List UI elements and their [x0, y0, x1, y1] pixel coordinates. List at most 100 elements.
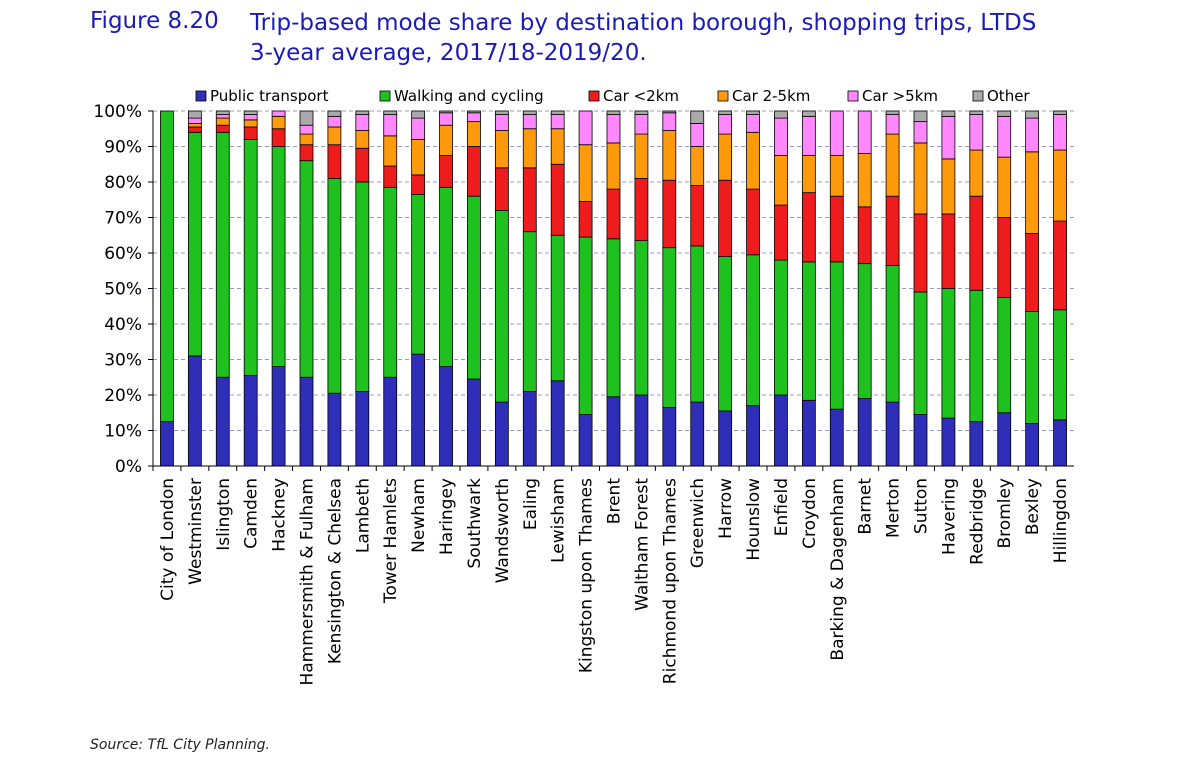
bar-stack [578, 110, 593, 467]
figure-label: Figure 8.20 [90, 8, 219, 34]
bar-stack [885, 110, 900, 467]
bar-segment [215, 110, 230, 115]
bar-segment [606, 110, 621, 115]
y-tick-label: 10% [104, 422, 142, 442]
bar-segment [969, 289, 984, 423]
bar-segment [885, 114, 900, 135]
x-tick-label: Ealing [521, 478, 541, 530]
bar-segment [634, 178, 649, 241]
bar-segment [718, 179, 733, 257]
bar-segment [355, 181, 370, 392]
y-tick-label: 80% [104, 173, 142, 193]
bar-segment [160, 421, 174, 467]
bar-segment [550, 234, 565, 382]
bar-segment [969, 421, 984, 467]
bar-segment [327, 178, 342, 394]
bar-segment [411, 110, 426, 119]
y-tick-label: 50% [104, 280, 142, 300]
bar-segment [522, 231, 537, 392]
bar-segment [411, 174, 426, 195]
bar-stack [857, 110, 872, 467]
bar-segment [467, 378, 481, 467]
bar-stack [969, 110, 984, 467]
legend-swatch [379, 90, 391, 102]
bar-segment [187, 131, 202, 357]
bar-stack [634, 110, 649, 467]
axes: 0% 10% 20% 30% 40% 50% 60% 70% 80% 90% 100% City of… [93, 102, 1074, 686]
bar-segment [494, 401, 509, 467]
bar-stack [1053, 110, 1067, 467]
bar-segment [383, 165, 398, 188]
bar-stack [522, 110, 537, 467]
bar-segment [411, 117, 426, 140]
bar-segment [1053, 309, 1067, 421]
bar-segment [522, 128, 537, 169]
bar-segment [355, 110, 370, 115]
bar-segment [662, 130, 677, 181]
bar-segment [606, 114, 621, 144]
bar-segment [327, 115, 342, 128]
bar-segment [467, 110, 481, 114]
bar-segment [857, 110, 872, 154]
bar-segment [997, 296, 1012, 414]
bar-segment [271, 115, 286, 130]
bar-segment [774, 259, 788, 396]
x-tick-label: Merton [884, 478, 904, 538]
bar-segment [941, 288, 956, 419]
bar-segment [299, 144, 314, 162]
bar-segment [187, 110, 202, 119]
bar-segment [522, 167, 537, 233]
bar-segment [857, 153, 872, 208]
bar-segment [774, 204, 788, 261]
bar-stack [187, 110, 202, 467]
bar-segment [467, 121, 481, 147]
legend: Public transport Walking and cycling Car <… [195, 87, 1030, 105]
bar-segment [718, 110, 733, 115]
bar-segment [662, 247, 677, 408]
x-tick-label: Lewisham [549, 478, 569, 563]
bar-segment [606, 238, 621, 398]
bar-segment [606, 142, 621, 190]
bar-segment [997, 115, 1012, 158]
bar-segment [467, 195, 481, 380]
legend-swatch [195, 90, 207, 102]
bar-segment [997, 217, 1012, 298]
x-tick-label: Kensington & Chelsea [325, 478, 345, 664]
bar-segment [774, 117, 788, 156]
y-tick-label: 40% [104, 315, 142, 335]
bar-stack [439, 110, 453, 467]
bar-segment [718, 410, 733, 467]
bar-segment [829, 408, 844, 467]
bar-segment [690, 185, 705, 247]
bar-segment [690, 401, 705, 467]
bar-stack [801, 110, 816, 467]
bar-stack [774, 110, 788, 467]
bar-segment [1025, 117, 1040, 153]
y-tick-label: 30% [104, 351, 142, 371]
bar-segment [383, 135, 398, 167]
bar-segment [578, 414, 593, 467]
figure-title: Trip-based mode share by destination bor… [250, 8, 1150, 68]
bar-segment [801, 192, 816, 263]
bar-segment [662, 407, 677, 467]
bar-segment [550, 110, 565, 115]
bar-segment [327, 110, 342, 117]
bar-segment [439, 110, 453, 114]
y-tick-label: 70% [104, 209, 142, 229]
bar-segment [522, 114, 537, 130]
bar-segment [383, 186, 398, 378]
bar-segment [829, 154, 844, 197]
bar-segment [383, 376, 398, 467]
bar-segment [746, 114, 760, 133]
bar-segment [885, 133, 900, 197]
bar-segment [801, 115, 816, 156]
x-tick-label: Redbridge [967, 478, 987, 565]
bar-segment [187, 126, 202, 133]
x-tick-label: City of London [158, 478, 178, 601]
bar-segment [215, 117, 230, 126]
bar-segment [662, 110, 677, 114]
bar-segment [885, 110, 900, 115]
bar-segment [1053, 110, 1067, 115]
bar-segment [690, 146, 705, 186]
